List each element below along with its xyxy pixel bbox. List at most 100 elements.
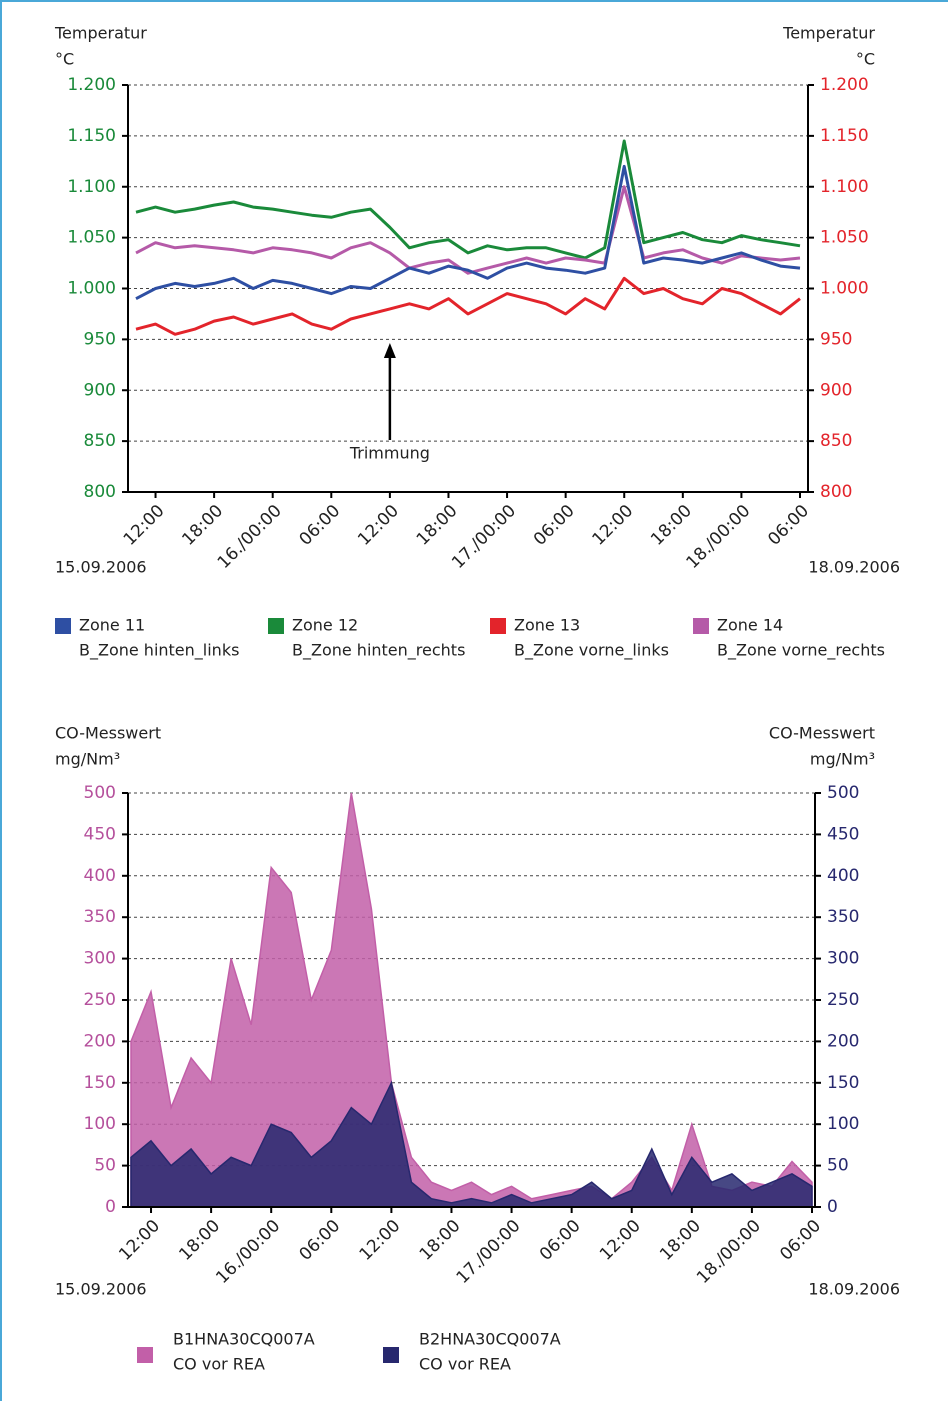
x-tick-label: 06:00 (530, 501, 579, 550)
y2-tick-label: 800 (820, 482, 852, 502)
annotation: Trimmung (349, 444, 430, 463)
x-tick-label: 12:00 (115, 1216, 164, 1265)
x-tick-label: 18:00 (656, 1216, 705, 1265)
y2-tick-label: 450 (827, 824, 859, 844)
x-tick-label: 12:00 (356, 1216, 405, 1265)
x-tick-label: 18:00 (647, 501, 696, 550)
y2-tick-label: 0 (827, 1197, 838, 1217)
x-end-date: 18.09.2006 (808, 558, 900, 577)
y-tick-label: 300 (84, 949, 116, 969)
legend-description: B_Zone hinten_links (79, 641, 239, 661)
legend-description: CO vor REA (419, 1355, 511, 1374)
x-tick-label: 06:00 (296, 501, 345, 550)
legend-label: Zone 11 (79, 616, 145, 635)
y2-tick-label: 50 (827, 1156, 849, 1176)
legend-swatch (490, 618, 506, 634)
legend-label: Zone 13 (514, 616, 580, 635)
y2-tick-label: 1.100 (820, 177, 869, 197)
legend-description: B_Zone vorne_rechts (717, 641, 885, 661)
legend-swatch (137, 1347, 153, 1363)
legend-swatch (55, 618, 71, 634)
x-tick-label: 18:00 (416, 1216, 465, 1265)
legend-label: B1HNA30CQ007A (173, 1330, 315, 1349)
y-tick-label: 150 (84, 1073, 116, 1093)
y2-axis-title: CO-Messwert (769, 724, 875, 743)
y2-tick-label: 200 (827, 1031, 859, 1051)
legend-swatch (268, 618, 284, 634)
legend-label: B2HNA30CQ007A (419, 1330, 561, 1349)
area (130, 1080, 813, 1208)
y-tick-label: 900 (84, 380, 116, 400)
y2-tick-label: 900 (820, 380, 852, 400)
y2-tick-label: 400 (827, 866, 859, 886)
y-axis-title: CO-Messwert (55, 724, 161, 743)
legend-description: B_Zone vorne_links (514, 641, 669, 661)
x-tick-label: 16./00:00 (212, 1216, 284, 1288)
y2-tick-label: 850 (820, 431, 852, 451)
y2-tick-label: 1.000 (820, 279, 869, 299)
y2-tick-label: 350 (827, 907, 859, 927)
y2-axis-unit: mg/Nm³ (810, 750, 875, 769)
y-axis-unit: °C (55, 50, 74, 69)
y2-axis-title: Temperatur (782, 24, 875, 43)
y-tick-label: 0 (105, 1197, 116, 1217)
y2-axis-unit: °C (856, 50, 875, 69)
y-tick-label: 1.200 (67, 75, 116, 95)
line (135, 185, 801, 275)
legend-description: CO vor REA (173, 1355, 265, 1374)
x-tick-label: 12:00 (120, 501, 169, 550)
y2-tick-label: 500 (827, 783, 859, 803)
x-tick-label: 12:00 (596, 1216, 645, 1265)
y2-tick-label: 1.050 (820, 228, 869, 248)
y2-tick-label: 1.200 (820, 75, 869, 95)
y-tick-label: 100 (84, 1114, 116, 1134)
y2-tick-label: 300 (827, 949, 859, 969)
y-tick-label: 500 (84, 783, 116, 803)
x-tick-label: 12:00 (354, 501, 403, 550)
x-tick-label: 18:00 (175, 1216, 224, 1265)
x-tick-label: 17./00:00 (453, 1216, 525, 1288)
y-axis-title: Temperatur (54, 24, 147, 43)
y-axis-unit: mg/Nm³ (55, 750, 120, 769)
x-tick-label: 06:00 (764, 501, 813, 550)
x-tick-label: 17./00:00 (448, 501, 520, 573)
x-tick-label: 06:00 (776, 1216, 825, 1265)
x-tick-label: 12:00 (589, 501, 638, 550)
x-tick-label: 18:00 (178, 501, 227, 550)
line (135, 139, 801, 260)
y-tick-label: 200 (84, 1031, 116, 1051)
area (130, 792, 813, 1208)
y-tick-label: 250 (84, 990, 116, 1010)
y2-tick-label: 150 (827, 1073, 859, 1093)
x-tick-label: 18./00:00 (693, 1216, 765, 1288)
y-tick-label: 850 (84, 431, 116, 451)
legend-swatch (693, 618, 709, 634)
x-tick-label: 18./00:00 (683, 501, 755, 573)
annotation-arrowhead (383, 343, 396, 358)
legend-description: B_Zone hinten_rechts (292, 641, 465, 661)
x-start-date: 15.09.2006 (55, 558, 147, 577)
y-tick-label: 450 (84, 824, 116, 844)
y-tick-label: 350 (84, 907, 116, 927)
legend-label: Zone 12 (292, 616, 358, 635)
y-tick-label: 1.000 (67, 279, 116, 299)
x-tick-label: 16./00:00 (214, 501, 286, 573)
y-tick-label: 800 (84, 482, 116, 502)
y-tick-label: 1.050 (67, 228, 116, 248)
x-tick-label: 06:00 (536, 1216, 585, 1265)
y-tick-label: 400 (84, 866, 116, 886)
legend-swatch (383, 1347, 399, 1363)
y-tick-label: 1.150 (67, 126, 116, 146)
line (135, 276, 801, 336)
y2-tick-label: 100 (827, 1114, 859, 1134)
x-tick-label: 18:00 (413, 501, 462, 550)
y2-tick-label: 950 (820, 329, 852, 349)
line (135, 164, 801, 301)
legend-label: Zone 14 (717, 616, 783, 635)
y-tick-label: 1.100 (67, 177, 116, 197)
y-tick-label: 50 (94, 1156, 116, 1176)
x-end-date: 18.09.2006 (808, 1280, 900, 1299)
y-tick-label: 950 (84, 329, 116, 349)
x-tick-label: 06:00 (296, 1216, 345, 1265)
x-start-date: 15.09.2006 (55, 1280, 147, 1299)
